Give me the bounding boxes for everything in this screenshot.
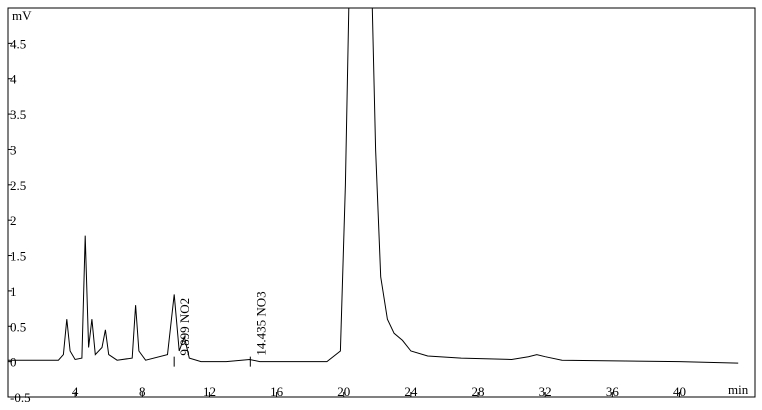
- x-tick-label: 16: [270, 384, 284, 399]
- annotation: 9.899 NO2: [177, 298, 192, 356]
- x-tick-label: 20: [337, 384, 350, 399]
- x-tick-label: 32: [539, 384, 552, 399]
- y-tick-label: 3: [10, 142, 17, 157]
- y-tick-label: 2: [10, 213, 17, 228]
- y-tick-label: 4.5: [10, 36, 26, 51]
- y-tick-label: 1: [10, 284, 17, 299]
- annotation: 14.435 NO3: [253, 291, 268, 355]
- x-tick-label: 28: [472, 384, 485, 399]
- y-tick-label: 3.5: [10, 107, 26, 122]
- y-tick-label: 2.5: [10, 178, 26, 193]
- y-tick-label: 1.5: [10, 249, 26, 264]
- y-tick-label: -0.5: [10, 390, 31, 405]
- y-tick-label: 4: [10, 72, 17, 87]
- x-tick-label: 36: [606, 384, 620, 399]
- x-tick-label: 24: [404, 384, 418, 399]
- x-tick-label: 4: [72, 384, 79, 399]
- y-tick-label: 0: [10, 355, 17, 370]
- plot-frame: [7, 7, 756, 398]
- x-tick-label: 12: [203, 384, 216, 399]
- x-tick-label: 40: [673, 384, 686, 399]
- x-tick-label: 8: [139, 384, 146, 399]
- trace: [8, 8, 739, 364]
- y-axis-label: mV: [12, 8, 32, 23]
- x-axis-label: min: [728, 382, 749, 397]
- y-tick-label: 0.5: [10, 319, 26, 334]
